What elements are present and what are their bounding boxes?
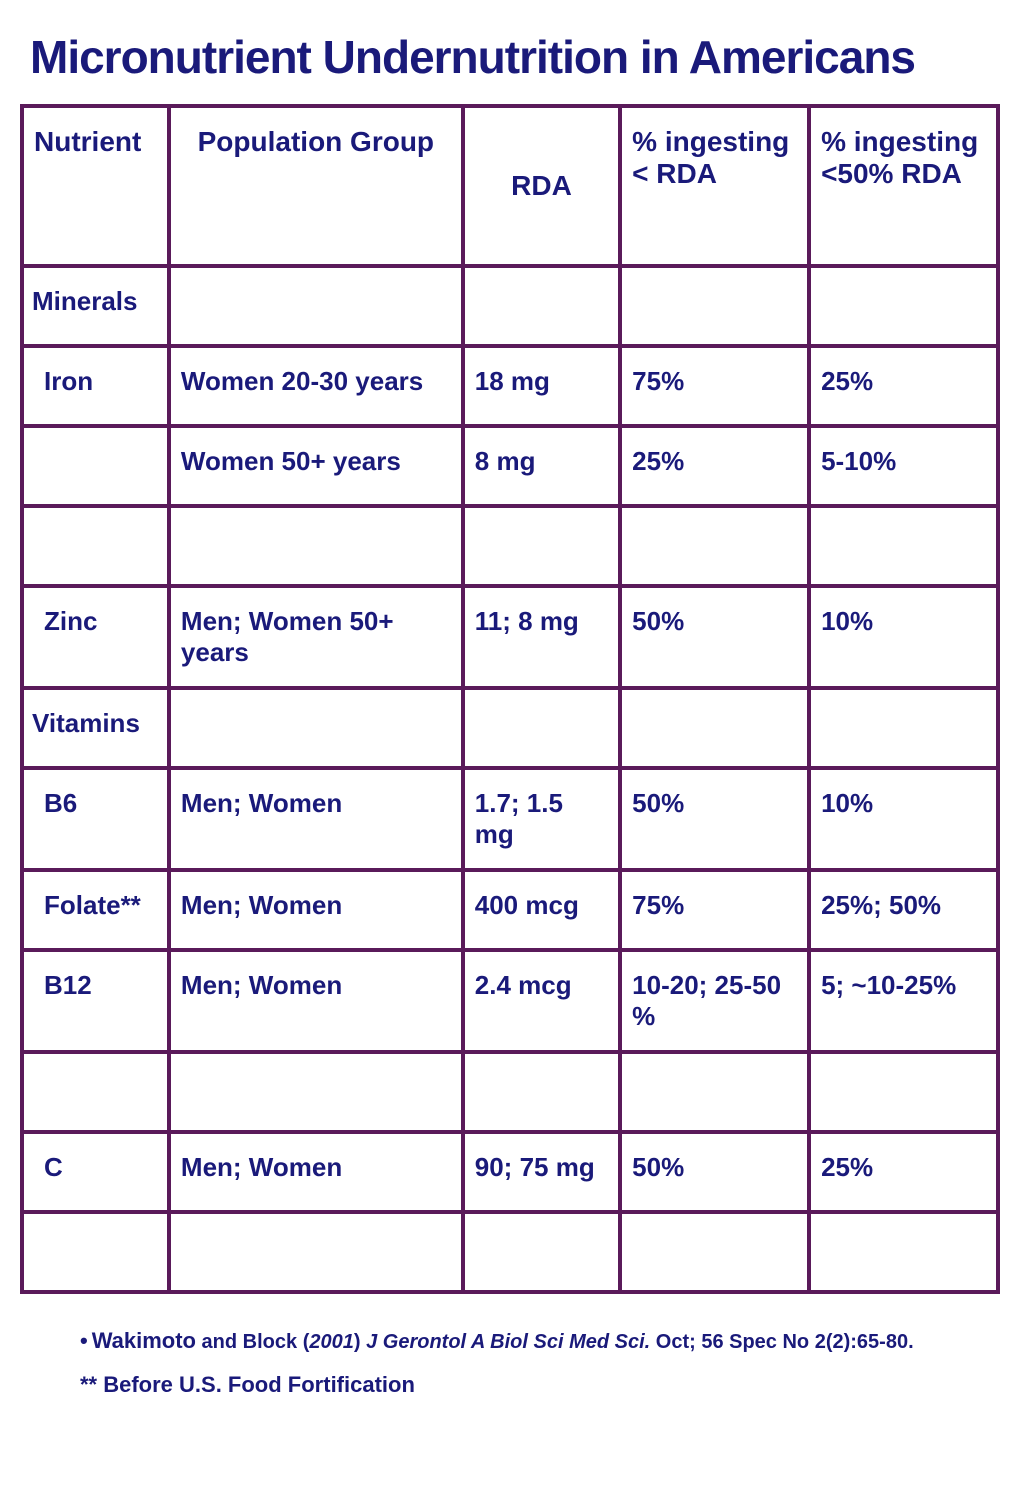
cell-nutrient: B6 <box>22 768 169 870</box>
citation-text: and Block ( <box>196 1331 309 1353</box>
cell-rda: 18 mg <box>463 346 620 426</box>
cell-pct2: 5-10% <box>809 426 998 506</box>
row-folate: Folate** Men; Women 400 mcg 75% 25%; 50% <box>22 870 998 950</box>
cell-group: Men; Women <box>169 1132 463 1212</box>
cell-group: Men; Women 50+ years <box>169 586 463 688</box>
cell-empty <box>463 688 620 768</box>
page-title: Micronutrient Undernutrition in American… <box>30 30 1000 84</box>
row-zinc: Zinc Men; Women 50+ years 11; 8 mg 50% 1… <box>22 586 998 688</box>
cell-empty <box>620 266 809 346</box>
cell-empty <box>169 266 463 346</box>
cell-empty <box>463 506 620 586</box>
header-group: Population Group <box>169 106 463 266</box>
cell-rda: 90; 75 mg <box>463 1132 620 1212</box>
section-minerals-row: Minerals <box>22 266 998 346</box>
footnote-marker: ** <box>80 1372 97 1397</box>
footnotes: •Wakimoto and Block (2001) J Gerontol A … <box>80 1319 1000 1407</box>
cell-empty <box>620 1052 809 1132</box>
cell-empty <box>169 1052 463 1132</box>
cell-nutrient: C <box>22 1132 169 1212</box>
cell-empty <box>22 1212 169 1292</box>
cell-empty <box>169 506 463 586</box>
row-b12: B12 Men; Women 2.4 mcg 10-20; 25-50 % 5;… <box>22 950 998 1052</box>
cell-pct2: 10% <box>809 586 998 688</box>
cell-pct2: 25% <box>809 346 998 426</box>
header-pct-lt-50rda: % ingesting <50% RDA <box>809 106 998 266</box>
cell-rda: 400 mcg <box>463 870 620 950</box>
section-vitamins-label: Vitamins <box>22 688 169 768</box>
cell-empty <box>620 1212 809 1292</box>
header-nutrient: Nutrient <box>22 106 169 266</box>
cell-pct2: 5; ~10-25% <box>809 950 998 1052</box>
cell-nutrient: Zinc <box>22 586 169 688</box>
cell-empty <box>809 266 998 346</box>
cell-pct1: 50% <box>620 586 809 688</box>
cell-empty <box>169 1212 463 1292</box>
footnote-citation: •Wakimoto and Block (2001) J Gerontol A … <box>80 1319 1000 1363</box>
cell-pct2: 10% <box>809 768 998 870</box>
cell-empty <box>809 1212 998 1292</box>
row-blank <box>22 1212 998 1292</box>
cell-group: Men; Women <box>169 768 463 870</box>
cell-rda: 2.4 mcg <box>463 950 620 1052</box>
citation-author: Wakimoto <box>92 1328 196 1353</box>
row-blank <box>22 506 998 586</box>
citation-year: 2001 <box>309 1331 354 1353</box>
footnote-fortification: ** Before U.S. Food Fortification <box>80 1363 1000 1407</box>
cell-group: Men; Women <box>169 870 463 950</box>
cell-empty <box>809 688 998 768</box>
cell-pct1: 50% <box>620 1132 809 1212</box>
nutrient-table: Nutrient Population Group RDA % ingestin… <box>20 104 1000 1294</box>
cell-nutrient <box>22 426 169 506</box>
table-header-row: Nutrient Population Group RDA % ingestin… <box>22 106 998 266</box>
cell-rda: 8 mg <box>463 426 620 506</box>
cell-nutrient: B12 <box>22 950 169 1052</box>
footnote-text: Before U.S. Food Fortification <box>97 1372 415 1397</box>
cell-group: Women 20-30 years <box>169 346 463 426</box>
cell-pct1: 25% <box>620 426 809 506</box>
row-c: C Men; Women 90; 75 mg 50% 25% <box>22 1132 998 1212</box>
cell-empty <box>463 1212 620 1292</box>
cell-nutrient: Iron <box>22 346 169 426</box>
row-blank <box>22 1052 998 1132</box>
cell-empty <box>463 1052 620 1132</box>
row-b6: B6 Men; Women 1.7; 1.5 mg 50% 10% <box>22 768 998 870</box>
cell-empty <box>620 688 809 768</box>
section-minerals-label: Minerals <box>22 266 169 346</box>
cell-pct1: 75% <box>620 870 809 950</box>
cell-group: Women 50+ years <box>169 426 463 506</box>
row-iron2: Women 50+ years 8 mg 25% 5-10% <box>22 426 998 506</box>
citation-text: ) <box>354 1331 366 1353</box>
row-iron1: Iron Women 20-30 years 18 mg 75% 25% <box>22 346 998 426</box>
cell-empty <box>809 1052 998 1132</box>
header-pct-lt-rda: % ingesting < RDA <box>620 106 809 266</box>
cell-rda: 1.7; 1.5 mg <box>463 768 620 870</box>
cell-pct1: 50% <box>620 768 809 870</box>
cell-empty <box>809 506 998 586</box>
bullet-icon: • <box>80 1328 88 1353</box>
header-rda: RDA <box>463 106 620 266</box>
cell-group: Men; Women <box>169 950 463 1052</box>
cell-rda: 11; 8 mg <box>463 586 620 688</box>
cell-pct2: 25% <box>809 1132 998 1212</box>
citation-journal: J Gerontol A Biol Sci Med Sci. <box>366 1331 650 1353</box>
cell-empty <box>22 1052 169 1132</box>
citation-text: Oct; 56 Spec No 2(2):65-80. <box>650 1331 913 1353</box>
cell-empty <box>620 506 809 586</box>
section-vitamins-row: Vitamins <box>22 688 998 768</box>
cell-pct1: 75% <box>620 346 809 426</box>
cell-nutrient: Folate** <box>22 870 169 950</box>
cell-pct1: 10-20; 25-50 % <box>620 950 809 1052</box>
cell-empty <box>22 506 169 586</box>
cell-pct2: 25%; 50% <box>809 870 998 950</box>
cell-empty <box>169 688 463 768</box>
cell-empty <box>463 266 620 346</box>
